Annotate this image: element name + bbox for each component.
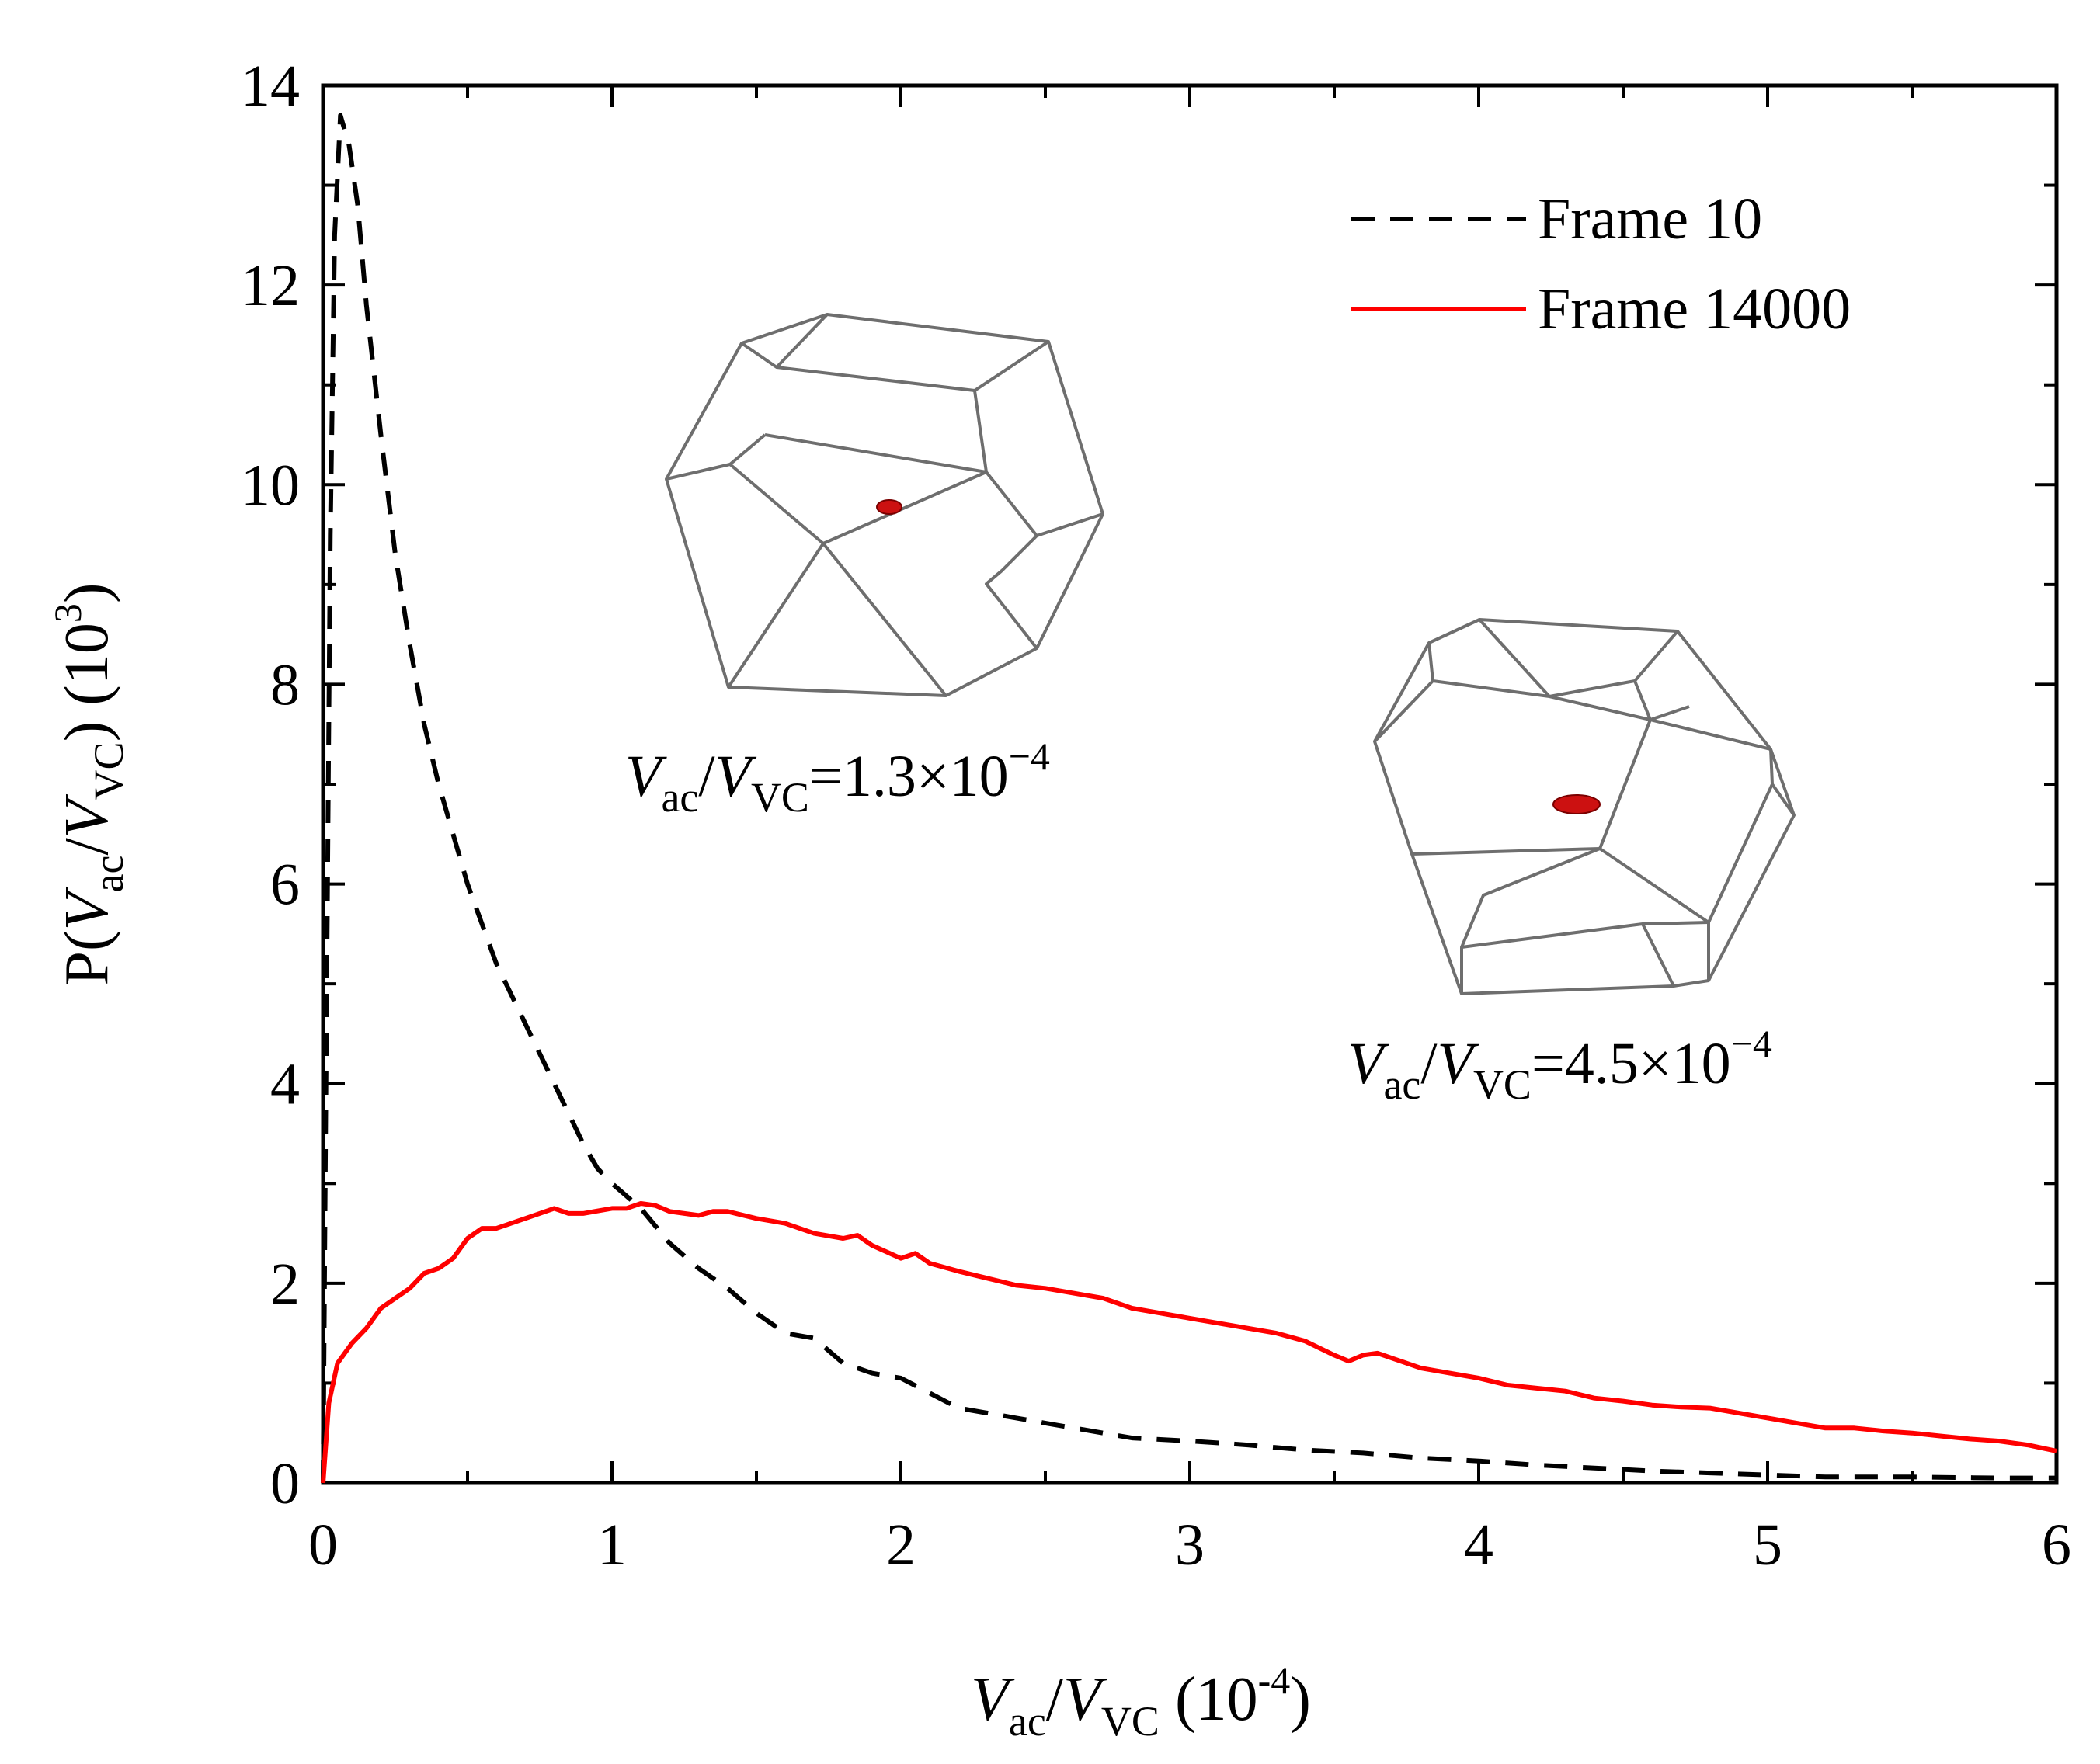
y-tick-label: 0 — [270, 1451, 300, 1516]
x-tick-label: 4 — [1464, 1512, 1493, 1578]
inset-voronoi-cell-1 — [665, 313, 1104, 697]
cell-1-edge-i — [985, 569, 1003, 585]
x-tick-label: 1 — [597, 1512, 627, 1578]
inset-1-particle — [876, 499, 902, 515]
cell-2-edge-c — [1373, 679, 1434, 743]
y-tick-label: 4 — [270, 1052, 300, 1117]
cell-1-edge-f — [985, 471, 1038, 650]
cell-2-edge-j — [1460, 847, 1601, 994]
y-tick-label: 6 — [270, 852, 300, 918]
cell-2-edge-b — [1478, 618, 1551, 698]
inset-1-label: Vac/VVC=1.3×10−4 — [625, 734, 1050, 821]
cell-1-edges-back — [740, 340, 1050, 392]
inset-voronoi-cell-2 — [1373, 618, 1796, 995]
cell-2-edge-h — [1598, 719, 1774, 924]
y-tick-label: 12 — [241, 253, 300, 318]
x-tick-label: 5 — [1753, 1512, 1782, 1578]
cell-2-edge-k — [1461, 922, 1675, 987]
cell-1-edge-h — [822, 542, 947, 697]
inset-2-label: Vac/VVC=4.5×10−4 — [1347, 1022, 1772, 1108]
cell-2-edge-e — [1633, 680, 1652, 721]
axis-ticks — [322, 84, 2058, 1484]
x-tick-label: 3 — [1175, 1512, 1205, 1578]
x-axis-title: Vac/VVC (10-4) — [971, 1658, 1311, 1745]
cell-2-edge-d — [1549, 695, 1690, 721]
cell-1-edge-b — [764, 390, 988, 474]
legend-label-frame-14000: Frame 14000 — [1538, 276, 1851, 342]
cell-1-edge-d — [728, 463, 987, 545]
cell-1-edge-e — [727, 542, 825, 689]
cell-2-edge-i — [1411, 847, 1601, 856]
cell-2-edge-f — [1650, 718, 1771, 751]
legend-label-frame-10: Frame 10 — [1538, 186, 1762, 252]
x-tick-label: 6 — [2042, 1512, 2071, 1578]
inset-2-particle — [1552, 794, 1601, 814]
y-tick-label: 10 — [241, 453, 300, 518]
y-tick-labels: 0 2 4 6 8 10 12 14 — [241, 54, 300, 1516]
legend: Frame 10 Frame 14000 — [1351, 186, 1851, 342]
series-frame-14000-line — [321, 1201, 2057, 1484]
cell-1-edge-a — [775, 313, 829, 369]
y-tick-label: 14 — [241, 54, 300, 119]
cell-1-edge-g — [1036, 512, 1104, 537]
x-tick-label: 0 — [308, 1512, 338, 1578]
y-tick-label: 8 — [270, 652, 300, 717]
series-frame-10-line — [321, 113, 2057, 1484]
x-tick-label: 2 — [886, 1512, 916, 1578]
y-axis-title: P(Vac/VVC) (103) — [46, 583, 132, 986]
cell-2-edge-a — [1427, 630, 1679, 698]
y-tick-label: 2 — [270, 1252, 300, 1317]
cell-1-edge-c — [666, 433, 767, 481]
cell-2-edge-l — [1642, 921, 1709, 925]
x-tick-labels: 0 1 2 3 4 5 6 — [308, 1512, 2071, 1578]
